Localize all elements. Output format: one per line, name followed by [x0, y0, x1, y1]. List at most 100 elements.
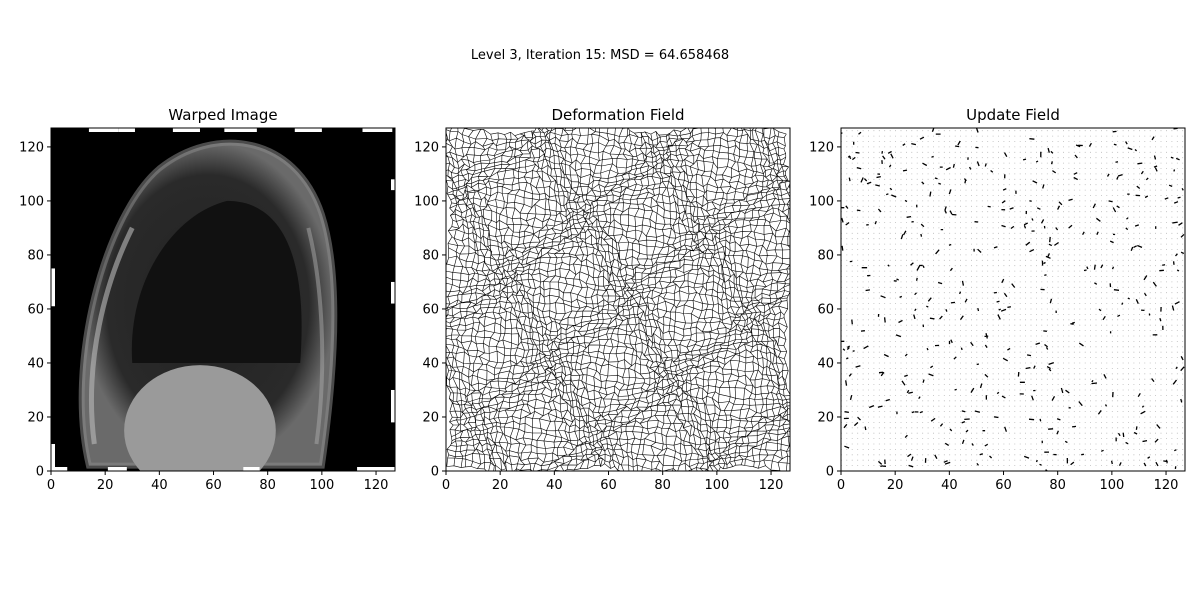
cavity-region: [131, 200, 302, 363]
x-tick-label: 100: [1099, 478, 1124, 493]
grid-line-horizontal: [446, 321, 788, 337]
grid-line-vertical: [766, 128, 782, 471]
grid-line-vertical: [646, 134, 662, 471]
y-tick-label: 120: [19, 140, 44, 155]
axes-frame: [445, 127, 791, 472]
grid-line-horizontal: [451, 223, 790, 239]
grid-line-vertical: [579, 128, 596, 466]
grid-line-horizontal: [446, 371, 787, 387]
y-tick-label: 80: [27, 248, 44, 263]
grid-line-vertical: [672, 129, 688, 471]
x-tick-label: 20: [887, 478, 904, 493]
grid-line-vertical: [531, 128, 547, 471]
grid-line-horizontal: [446, 169, 786, 186]
grid-line-horizontal: [448, 245, 790, 261]
grid-line-vertical: [695, 128, 711, 470]
grid-line-vertical: [684, 128, 700, 471]
grid-line-horizontal: [449, 386, 790, 403]
grid-line-horizontal: [446, 310, 785, 326]
grid-line-vertical: [744, 128, 760, 466]
grid-line-horizontal: [446, 283, 790, 299]
grid-line-vertical: [651, 131, 667, 471]
x-tick-label: 20: [492, 478, 509, 493]
grid-line-horizontal: [451, 435, 790, 452]
grid-line-vertical: [481, 134, 498, 471]
grid-line-horizontal: [446, 337, 784, 354]
grid-line-horizontal: [446, 261, 790, 278]
y-tick-label: 20: [27, 410, 44, 425]
grid-line-vertical: [569, 128, 585, 469]
grid-line-horizontal: [446, 278, 790, 294]
grid-line-vertical: [630, 132, 645, 471]
y-tick-label: 80: [817, 248, 834, 263]
grid-line-vertical: [508, 133, 525, 471]
grid-line-horizontal: [446, 300, 788, 315]
grid-line-horizontal: [448, 251, 790, 267]
grid-line-vertical: [487, 132, 502, 471]
grid-line-vertical: [564, 128, 580, 471]
y-tick-label: 0: [826, 465, 834, 480]
x-tick-label: 0: [837, 478, 845, 493]
grid-line-vertical: [776, 131, 790, 471]
field-background: [841, 128, 1185, 471]
grid-line-vertical: [585, 128, 601, 466]
panel-title: Warped Image: [168, 106, 277, 124]
x-tick-label: 80: [1049, 478, 1066, 493]
grid-line-vertical: [460, 128, 476, 467]
grid-line-horizontal: [451, 234, 790, 251]
border-artifact: [107, 467, 127, 471]
border-artifact: [357, 467, 395, 471]
grid-line-horizontal: [450, 381, 790, 397]
grid-line-horizontal: [446, 305, 788, 321]
y-tick-label: 120: [414, 140, 439, 155]
grid-line-horizontal: [447, 457, 790, 471]
panel-2: Deformation Field 0 20 40 60 80 100 120 0 20 40 60 8…: [414, 106, 791, 493]
x-tick-label: 80: [654, 478, 671, 493]
grid-line-vertical: [716, 128, 733, 469]
bright-tissue: [88, 226, 135, 445]
bright-tissue-right: [306, 227, 325, 445]
grid-line-vertical: [514, 132, 531, 471]
x-tick-label: 20: [97, 478, 114, 493]
grid-line-horizontal: [447, 239, 790, 256]
grid-line-vertical: [548, 128, 564, 471]
panel-title: Update Field: [966, 106, 1060, 124]
grid-line-horizontal: [446, 128, 785, 141]
grid-line-horizontal: [447, 186, 790, 201]
grid-line-vertical: [727, 128, 743, 467]
border-artifact: [172, 128, 200, 132]
border-artifact: [391, 179, 395, 191]
border-artifact: [51, 268, 55, 307]
grid-line-horizontal: [450, 191, 790, 207]
grid-line-horizontal: [451, 430, 790, 447]
grid-line-horizontal: [446, 136, 784, 153]
grid-line-horizontal: [453, 415, 790, 430]
plot-area: [446, 128, 790, 471]
grid-line-vertical: [465, 130, 482, 469]
x-tick-label: 40: [546, 478, 563, 493]
x-tick-label: 60: [205, 478, 222, 493]
x-tick-label: 40: [151, 478, 168, 493]
border-artifact: [243, 467, 260, 471]
grid-line-horizontal: [446, 376, 787, 392]
grid-line-horizontal: [446, 359, 789, 376]
grid-line-vertical: [771, 128, 788, 471]
y-tick-label: 100: [19, 194, 44, 209]
grid-line-vertical: [634, 133, 651, 471]
grid-line-horizontal: [446, 447, 790, 463]
y-tick-label: 0: [36, 465, 44, 480]
x-tick-label: 120: [1154, 478, 1179, 493]
grid-line-vertical: [678, 131, 695, 471]
grid-line-vertical: [519, 130, 536, 471]
grid-line-horizontal: [449, 408, 790, 425]
border-artifact: [224, 128, 257, 132]
grid-line-horizontal: [446, 327, 785, 343]
grid-line-vertical: [640, 131, 657, 471]
border-artifact: [88, 128, 119, 132]
grid-line-vertical: [607, 128, 624, 467]
grid-line-vertical: [525, 130, 541, 471]
grid-line-horizontal: [449, 398, 790, 414]
border-artifact: [51, 467, 68, 471]
panels: Warped Image 0 20 40 60 80 100 120 0 20 40 60 80 100 1…: [19, 106, 1186, 493]
